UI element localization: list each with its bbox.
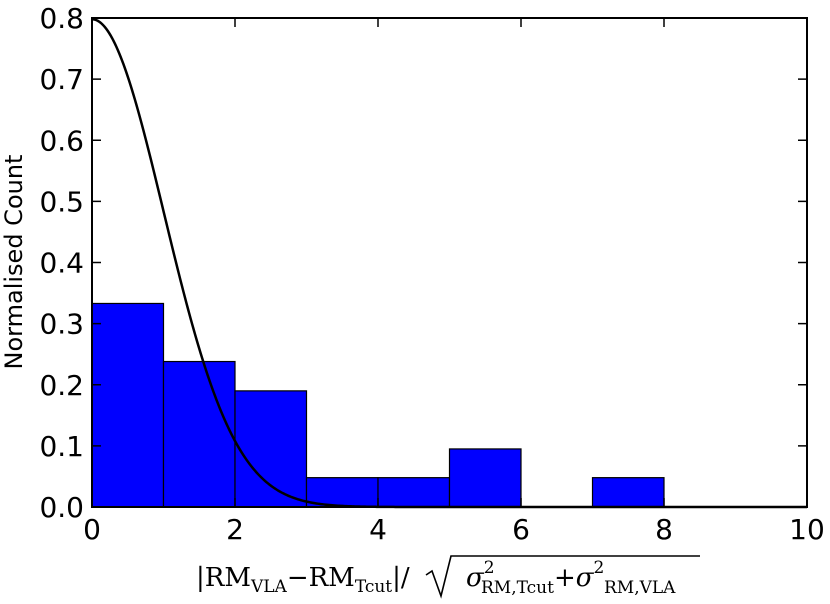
y-tick-label-7: 0.7: [39, 63, 84, 96]
sigma-vla-sup: 2: [593, 558, 604, 578]
x-tick-label-4: 8: [655, 513, 673, 546]
rm-vla-sub: VLA: [250, 577, 288, 597]
sigma-vla: σ: [576, 563, 595, 593]
abs-close-slash: |/: [392, 563, 410, 593]
histogram-bar-1: [162, 360, 236, 508]
x-tick-labels: 0 2 4 6 8 10: [83, 513, 825, 546]
sigma-tcut-sub: RM,Tcut: [481, 578, 554, 598]
svg-text:σ2RM,Tcut+σ2RM,VLA: σ2 RM,Tcut+σ2RM,VLA: [466, 558, 676, 598]
histogram-bar-2: [234, 390, 308, 508]
histogram-bar-0: [91, 302, 165, 508]
histogram-bar-5: [448, 448, 522, 508]
plus-sign: +: [554, 563, 576, 593]
y-tick-label-5: 0.5: [39, 185, 84, 218]
y-tick-label-3: 0.3: [39, 308, 84, 341]
y-tick-label-6: 0.6: [39, 124, 84, 157]
svg-text:|RMVLA−RMTcut|/: |RMVLA−RMTcut|/: [196, 563, 410, 597]
x-tick-label-3: 6: [512, 513, 530, 546]
y-tick-labels: 0.0 0.1 0.2 0.3 0.4 0.5 0.6 0.7 0.8: [39, 2, 84, 524]
x-tick-label-0: 0: [83, 513, 101, 546]
y-tick-label-2: 0.2: [39, 369, 84, 402]
y-tick-label-8: 0.8: [39, 2, 84, 35]
x-tick-label-1: 2: [226, 513, 244, 546]
histogram-bar-4: [377, 477, 451, 508]
y-tick-label-1: 0.1: [39, 430, 84, 463]
rm-vla: RM: [205, 563, 251, 593]
y-axis-label: Normalised Count: [0, 155, 28, 370]
axis-ticks: [91, 17, 808, 508]
rm-tcut-sub: Tcut: [355, 577, 392, 597]
x-tick-label-2: 4: [369, 513, 387, 546]
abs-open: |: [196, 563, 205, 593]
histogram-bar-7: [591, 477, 665, 508]
x-axis-label: |RMVLA−RMTcut|/ σ2 RM,Tcut+σ2RM,VLA: [196, 555, 700, 599]
histogram-bar-3: [305, 477, 379, 508]
histogram-bars: [91, 302, 665, 508]
rm-tcut: RM: [309, 563, 355, 593]
sqrt-sign: [425, 555, 700, 599]
y-tick-label-4: 0.4: [39, 247, 84, 280]
sigma-tcut: σ: [466, 563, 485, 593]
sigma-vla-sub: RM,VLA: [604, 578, 676, 598]
minus-sign: −: [287, 563, 309, 593]
sigma-tcut-sup: 2: [484, 558, 495, 578]
y-tick-label-0: 0.0: [39, 491, 84, 524]
x-tick-label-5: 10: [789, 513, 825, 546]
